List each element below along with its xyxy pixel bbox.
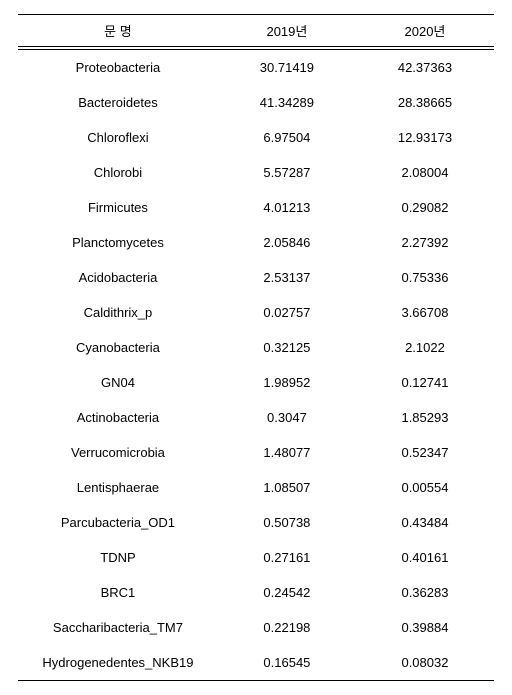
cell-2019: 0.3047 bbox=[218, 400, 356, 435]
table-body: Proteobacteria30.7141942.37363Bacteroide… bbox=[18, 47, 494, 681]
table-row: Cyanobacteria0.321252.1022 bbox=[18, 330, 494, 365]
table-row: Saccharibacteria_TM70.221980.39884 bbox=[18, 610, 494, 645]
cell-2019: 0.24542 bbox=[218, 575, 356, 610]
cell-2019: 41.34289 bbox=[218, 85, 356, 120]
cell-2019: 6.97504 bbox=[218, 120, 356, 155]
cell-2020: 0.00554 bbox=[356, 470, 494, 505]
cell-2019: 1.08507 bbox=[218, 470, 356, 505]
cell-name: Verrucomicrobia bbox=[18, 435, 218, 470]
table-row: GN041.989520.12741 bbox=[18, 365, 494, 400]
cell-name: Firmicutes bbox=[18, 190, 218, 225]
table-row: Bacteroidetes41.3428928.38665 bbox=[18, 85, 494, 120]
cell-2020: 28.38665 bbox=[356, 85, 494, 120]
cell-2020: 0.08032 bbox=[356, 645, 494, 681]
cell-2019: 5.57287 bbox=[218, 155, 356, 190]
table-row: Firmicutes4.012130.29082 bbox=[18, 190, 494, 225]
cell-2020: 0.36283 bbox=[356, 575, 494, 610]
table-row: Chloroflexi6.9750412.93173 bbox=[18, 120, 494, 155]
phylum-table: 문 명 2019년 2020년 Proteobacteria30.7141942… bbox=[18, 14, 494, 681]
table-row: Verrucomicrobia1.480770.52347 bbox=[18, 435, 494, 470]
cell-2020: 0.12741 bbox=[356, 365, 494, 400]
cell-2020: 0.43484 bbox=[356, 505, 494, 540]
cell-2019: 2.05846 bbox=[218, 225, 356, 260]
cell-2020: 2.08004 bbox=[356, 155, 494, 190]
cell-name: Lentisphaerae bbox=[18, 470, 218, 505]
cell-2020: 0.39884 bbox=[356, 610, 494, 645]
cell-name: Proteobacteria bbox=[18, 50, 218, 86]
cell-name: Chlorobi bbox=[18, 155, 218, 190]
cell-2019: 1.98952 bbox=[218, 365, 356, 400]
cell-2020: 0.29082 bbox=[356, 190, 494, 225]
cell-2020: 42.37363 bbox=[356, 50, 494, 86]
cell-2019: 0.22198 bbox=[218, 610, 356, 645]
cell-name: Bacteroidetes bbox=[18, 85, 218, 120]
table-row: TDNP0.271610.40161 bbox=[18, 540, 494, 575]
col-header-2020: 2020년 bbox=[356, 15, 494, 47]
cell-name: Caldithrix_p bbox=[18, 295, 218, 330]
cell-2019: 4.01213 bbox=[218, 190, 356, 225]
cell-name: Chloroflexi bbox=[18, 120, 218, 155]
cell-2020: 12.93173 bbox=[356, 120, 494, 155]
table-row: Caldithrix_p0.027573.66708 bbox=[18, 295, 494, 330]
table-row: Hydrogenedentes_NKB190.165450.08032 bbox=[18, 645, 494, 681]
table-row: Chlorobi5.572872.08004 bbox=[18, 155, 494, 190]
cell-2020: 0.52347 bbox=[356, 435, 494, 470]
cell-2019: 1.48077 bbox=[218, 435, 356, 470]
table-row: Proteobacteria30.7141942.37363 bbox=[18, 50, 494, 86]
cell-2020: 0.75336 bbox=[356, 260, 494, 295]
cell-name: Planctomycetes bbox=[18, 225, 218, 260]
cell-name: Acidobacteria bbox=[18, 260, 218, 295]
cell-2020: 2.27392 bbox=[356, 225, 494, 260]
table-header-row: 문 명 2019년 2020년 bbox=[18, 15, 494, 47]
cell-2020: 0.40161 bbox=[356, 540, 494, 575]
cell-name: BRC1 bbox=[18, 575, 218, 610]
cell-name: Saccharibacteria_TM7 bbox=[18, 610, 218, 645]
col-header-name: 문 명 bbox=[18, 15, 218, 47]
table-row: Acidobacteria2.531370.75336 bbox=[18, 260, 494, 295]
cell-name: Hydrogenedentes_NKB19 bbox=[18, 645, 218, 681]
cell-name: Cyanobacteria bbox=[18, 330, 218, 365]
cell-2020: 2.1022 bbox=[356, 330, 494, 365]
cell-name: Actinobacteria bbox=[18, 400, 218, 435]
cell-2020: 3.66708 bbox=[356, 295, 494, 330]
table-row: Parcubacteria_OD10.507380.43484 bbox=[18, 505, 494, 540]
cell-name: GN04 bbox=[18, 365, 218, 400]
cell-name: TDNP bbox=[18, 540, 218, 575]
col-header-2019: 2019년 bbox=[218, 15, 356, 47]
table-row: BRC10.245420.36283 bbox=[18, 575, 494, 610]
cell-2019: 0.50738 bbox=[218, 505, 356, 540]
table-row: Lentisphaerae1.085070.00554 bbox=[18, 470, 494, 505]
cell-2019: 0.27161 bbox=[218, 540, 356, 575]
cell-2019: 2.53137 bbox=[218, 260, 356, 295]
cell-2019: 0.02757 bbox=[218, 295, 356, 330]
table-row: Planctomycetes2.058462.27392 bbox=[18, 225, 494, 260]
cell-2020: 1.85293 bbox=[356, 400, 494, 435]
cell-2019: 30.71419 bbox=[218, 50, 356, 86]
cell-2019: 0.16545 bbox=[218, 645, 356, 681]
cell-2019: 0.32125 bbox=[218, 330, 356, 365]
cell-name: Parcubacteria_OD1 bbox=[18, 505, 218, 540]
table-row: Actinobacteria0.30471.85293 bbox=[18, 400, 494, 435]
